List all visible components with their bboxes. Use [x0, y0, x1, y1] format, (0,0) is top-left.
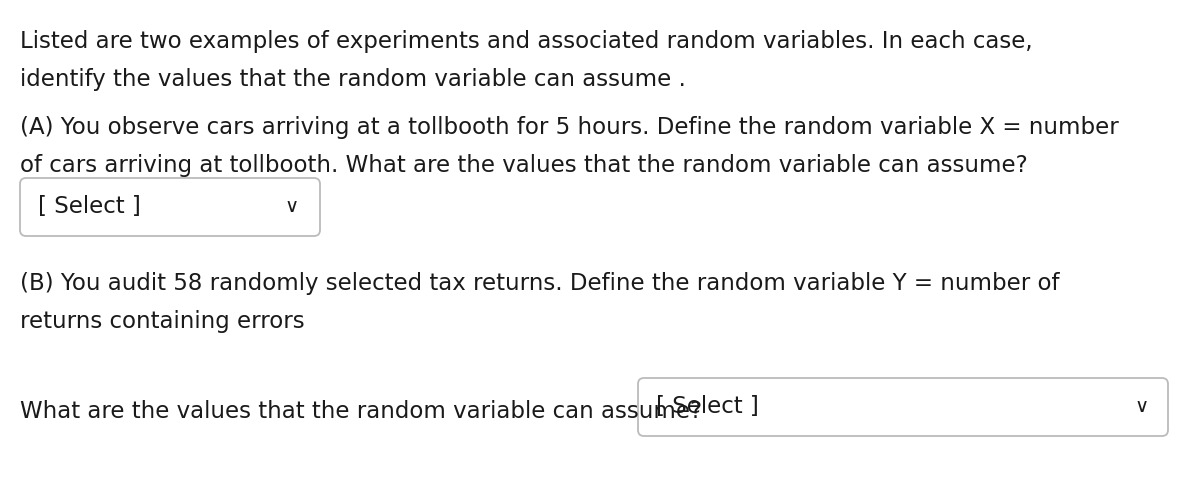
Text: (A) You observe cars arriving at a tollbooth for 5 hours. Define the random vari: (A) You observe cars arriving at a tollb…	[20, 116, 1118, 139]
Text: [ Select ]: [ Select ]	[656, 395, 758, 419]
Text: identify the values that the random variable can assume .: identify the values that the random vari…	[20, 68, 686, 91]
Text: (B) You audit 58 randomly selected tax returns. Define the random variable Y = n: (B) You audit 58 randomly selected tax r…	[20, 272, 1060, 295]
Text: ∨: ∨	[284, 197, 299, 216]
FancyBboxPatch shape	[638, 378, 1168, 436]
Text: returns containing errors: returns containing errors	[20, 310, 305, 333]
Text: of cars arriving at tollbooth. What are the values that the random variable can : of cars arriving at tollbooth. What are …	[20, 154, 1027, 177]
Text: What are the values that the random variable can assume?: What are the values that the random vari…	[20, 400, 702, 423]
Text: ∨: ∨	[1135, 397, 1150, 417]
FancyBboxPatch shape	[20, 178, 320, 236]
Text: Listed are two examples of experiments and associated random variables. In each : Listed are two examples of experiments a…	[20, 30, 1033, 53]
Text: [ Select ]: [ Select ]	[38, 196, 140, 218]
